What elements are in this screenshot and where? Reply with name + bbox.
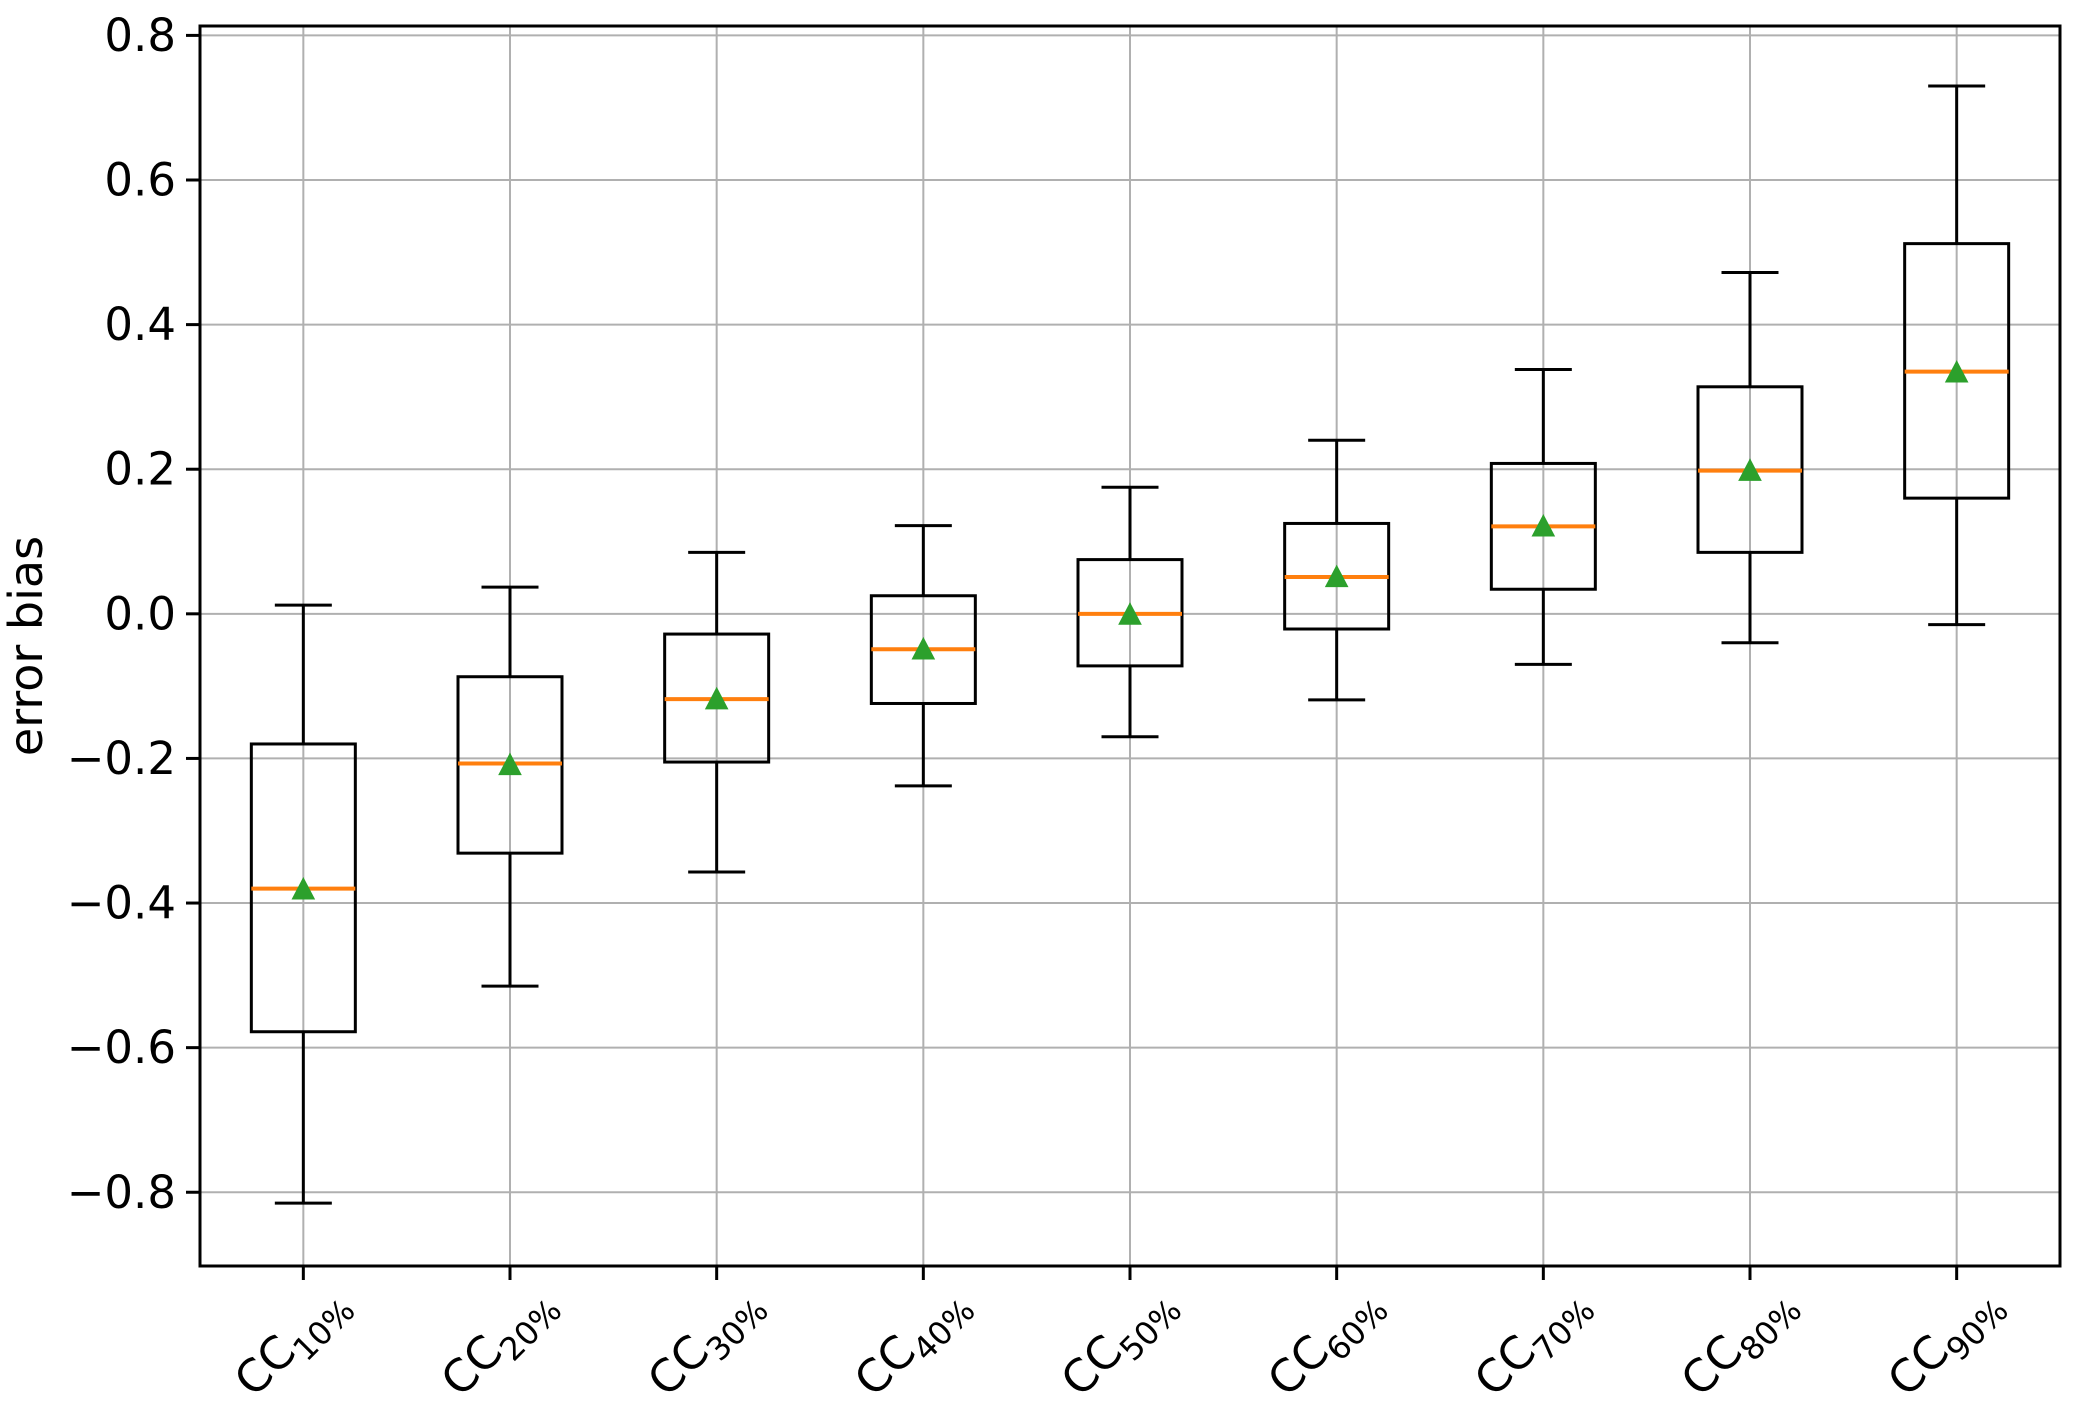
y-tick-label: 0.4 — [104, 298, 176, 351]
y-tick-label: 0.6 — [104, 154, 176, 207]
x-tick-label: CC40% — [844, 1274, 983, 1413]
y-tick-label: 0.0 — [104, 587, 176, 640]
x-tick-label: CC20% — [431, 1274, 570, 1413]
y-tick-label: −0.2 — [67, 732, 176, 785]
y-axis-label: error bias — [0, 536, 53, 756]
mean-marker — [1738, 458, 1762, 481]
box-group-cc90% — [1903, 84, 2011, 627]
box-group-cc30% — [663, 550, 771, 874]
mean-marker — [1118, 602, 1142, 625]
x-tick-label: CC10% — [224, 1274, 363, 1413]
x-tick-label: CC60% — [1257, 1274, 1396, 1413]
y-tick-label: −0.4 — [67, 877, 176, 930]
mean-marker — [1944, 359, 1969, 383]
y-tick-label: −0.6 — [67, 1021, 176, 1074]
y-tick-label: 0.2 — [104, 443, 176, 496]
box-group-cc80% — [1696, 271, 1804, 645]
mean-marker — [498, 752, 522, 776]
box-group-cc20% — [456, 585, 564, 988]
mean-marker — [291, 876, 316, 900]
x-tick-label: CC90% — [1877, 1274, 2016, 1413]
box-group-cc50% — [1076, 485, 1184, 739]
mean-marker — [911, 636, 936, 660]
box-group-cc70% — [1489, 367, 1597, 666]
x-tick-label: CC50% — [1051, 1274, 1190, 1413]
box-group-cc40% — [869, 524, 977, 788]
box-group-cc10% — [249, 603, 357, 1205]
mean-marker — [1324, 564, 1349, 588]
x-tick-label: CC70% — [1464, 1274, 1603, 1413]
mean-marker — [1531, 513, 1556, 537]
x-tick-label: CC80% — [1671, 1274, 1810, 1413]
y-tick-label: −0.8 — [67, 1166, 176, 1219]
y-tick-label: 0.8 — [104, 9, 176, 62]
mean-marker — [704, 686, 729, 710]
x-tick-label: CC30% — [637, 1274, 776, 1413]
box-group-cc60% — [1283, 438, 1391, 702]
